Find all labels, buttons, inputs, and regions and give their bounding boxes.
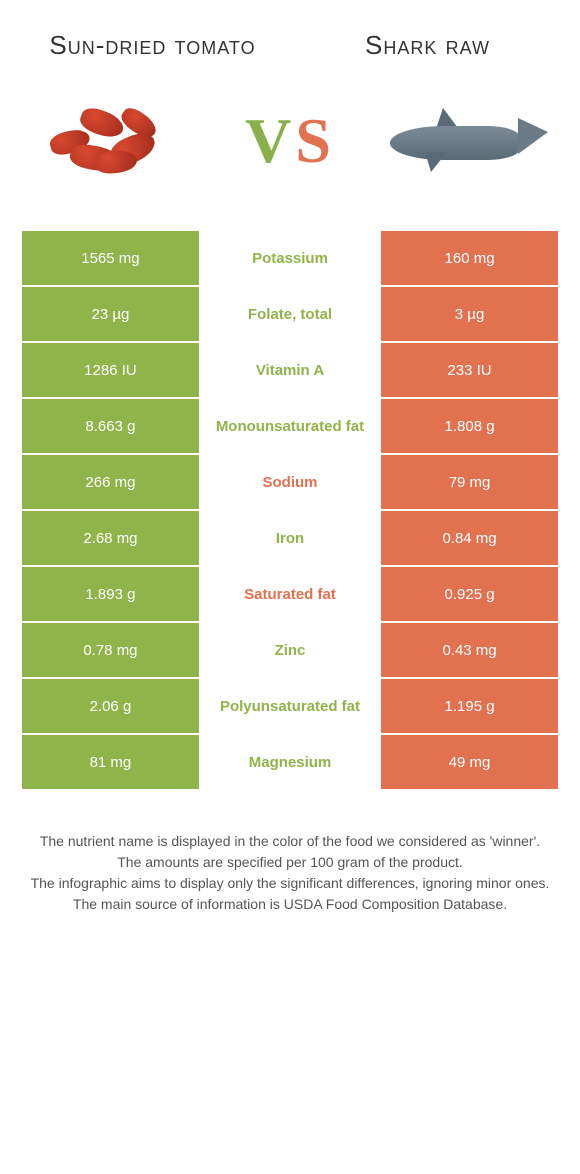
vs-label: VS: [245, 104, 335, 178]
left-value: 2.68 mg: [22, 511, 199, 565]
left-value: 2.06 g: [22, 679, 199, 733]
footer-line-4: The main source of information is USDA F…: [30, 894, 550, 915]
nutrient-name: Polyunsaturated fat: [199, 679, 381, 733]
left-value: 81 mg: [22, 735, 199, 789]
nutrient-name: Magnesium: [199, 735, 381, 789]
left-value: 8.663 g: [22, 399, 199, 453]
nutrient-row: 23 µgFolate, total3 µg: [22, 287, 558, 343]
nutrient-name: Iron: [199, 511, 381, 565]
footer-line-3: The infographic aims to display only the…: [30, 873, 550, 894]
left-food-image: [30, 91, 200, 191]
right-value: 233 IU: [381, 343, 558, 397]
right-value: 49 mg: [381, 735, 558, 789]
left-value: 0.78 mg: [22, 623, 199, 677]
nutrient-name: Potassium: [199, 231, 381, 285]
nutrient-row: 81 mgMagnesium49 mg: [22, 735, 558, 791]
right-value: 79 mg: [381, 455, 558, 509]
right-food-title: Shark raw: [315, 30, 540, 61]
nutrient-table: 1565 mgPotassium160 mg23 µgFolate, total…: [22, 231, 558, 791]
vs-s: S: [295, 105, 335, 176]
left-value: 266 mg: [22, 455, 199, 509]
tomato-icon: [40, 101, 190, 181]
shark-icon: [380, 106, 550, 176]
footer-line-2: The amounts are specified per 100 gram o…: [30, 852, 550, 873]
header: Sun-dried tomato Shark raw: [0, 0, 580, 71]
right-value: 3 µg: [381, 287, 558, 341]
left-value: 1286 IU: [22, 343, 199, 397]
left-value: 1.893 g: [22, 567, 199, 621]
nutrient-name: Zinc: [199, 623, 381, 677]
footer-notes: The nutrient name is displayed in the co…: [0, 801, 580, 945]
right-value: 0.84 mg: [381, 511, 558, 565]
right-value: 1.808 g: [381, 399, 558, 453]
right-value: 0.43 mg: [381, 623, 558, 677]
right-food-image: [380, 91, 550, 191]
right-value: 160 mg: [381, 231, 558, 285]
nutrient-name: Monounsaturated fat: [199, 399, 381, 453]
nutrient-name: Sodium: [199, 455, 381, 509]
nutrient-row: 1565 mgPotassium160 mg: [22, 231, 558, 287]
nutrient-name: Saturated fat: [199, 567, 381, 621]
nutrient-row: 1.893 gSaturated fat0.925 g: [22, 567, 558, 623]
nutrient-row: 2.68 mgIron0.84 mg: [22, 511, 558, 567]
vs-row: VS: [0, 71, 580, 221]
nutrient-row: 0.78 mgZinc0.43 mg: [22, 623, 558, 679]
right-value: 0.925 g: [381, 567, 558, 621]
footer-line-1: The nutrient name is displayed in the co…: [30, 831, 550, 852]
nutrient-row: 8.663 gMonounsaturated fat1.808 g: [22, 399, 558, 455]
vs-v: V: [245, 105, 295, 176]
left-food-title: Sun-dried tomato: [40, 30, 265, 61]
nutrient-name: Vitamin A: [199, 343, 381, 397]
nutrient-row: 266 mgSodium79 mg: [22, 455, 558, 511]
nutrient-name: Folate, total: [199, 287, 381, 341]
left-value: 1565 mg: [22, 231, 199, 285]
nutrient-row: 1286 IUVitamin A233 IU: [22, 343, 558, 399]
right-value: 1.195 g: [381, 679, 558, 733]
left-value: 23 µg: [22, 287, 199, 341]
nutrient-row: 2.06 gPolyunsaturated fat1.195 g: [22, 679, 558, 735]
